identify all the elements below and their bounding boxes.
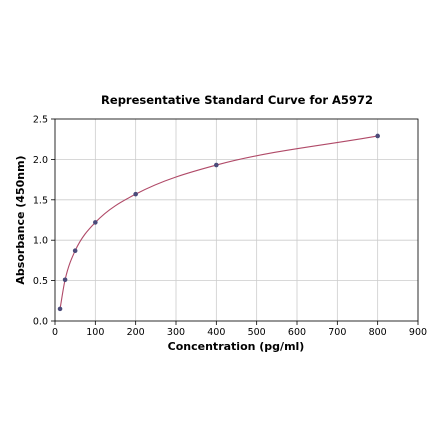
x-axis-ticks: 0 100 200 300 400 500 600 700 800 900 [52,321,427,338]
y-axis-ticks: 0.0 0.5 1.0 1.5 2.0 2.5 [33,115,55,328]
fit-curve-layer [59,135,378,309]
data-point [57,306,63,312]
x-tick-label: 400 [207,327,225,338]
x-tick-label: 200 [127,327,145,338]
y-tick-label: 1.5 [33,195,48,206]
data-point [72,248,78,254]
y-tick-label: 2.5 [33,115,48,126]
y-tick-label: 1.0 [33,236,48,247]
y-tick-label: 2.0 [33,155,48,166]
x-tick-label: 800 [369,327,387,338]
y-tick-label: 0.0 [33,317,48,328]
data-point [375,133,380,139]
grid [54,118,419,322]
y-axis-label: Absorbance (450nm) [14,155,27,284]
data-point [133,191,138,197]
x-tick-label: 900 [409,327,427,338]
x-tick-label: 100 [86,327,104,338]
plot-frame [54,118,419,322]
x-tick-label: 700 [328,327,346,338]
x-tick-label: 300 [167,327,185,338]
data-point [62,277,68,283]
data-point [93,220,98,225]
data-point [214,162,219,168]
x-tick-label: 500 [248,327,266,338]
x-tick-label: 600 [288,327,306,338]
x-tick-label: 0 [52,327,58,338]
data-points [57,133,380,312]
y-tick-label: 0.5 [33,276,48,287]
chart-title: Representative Standard Curve for A5972 [101,93,373,107]
x-axis-label: Concentration (pg/ml) [168,340,305,353]
fit-curve [59,135,378,309]
